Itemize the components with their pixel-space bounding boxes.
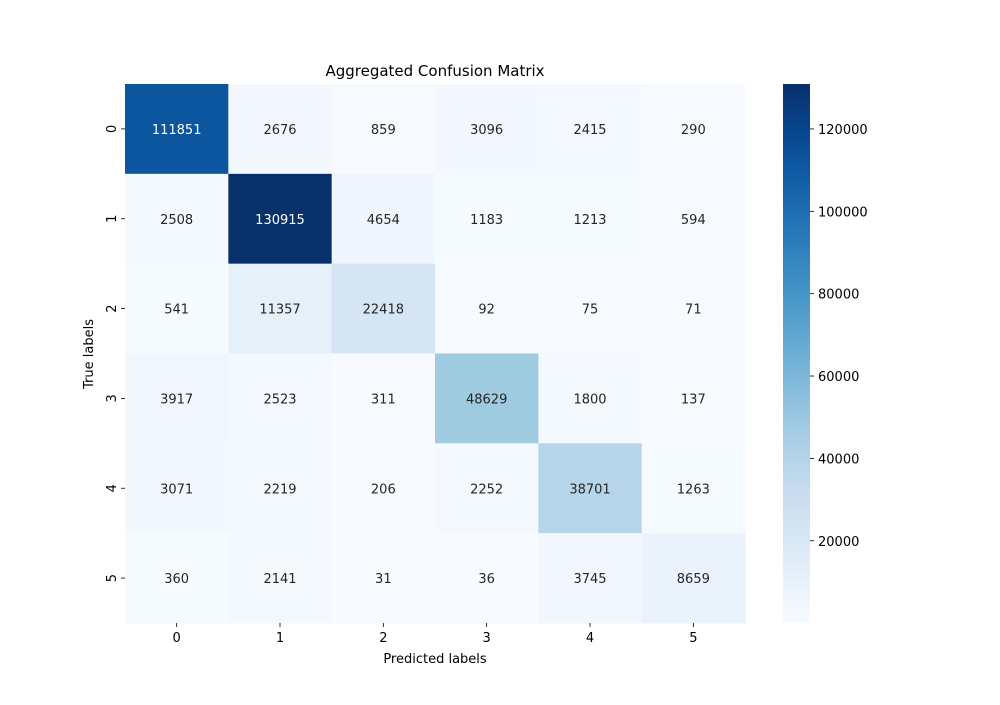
heatmap-cell — [331, 263, 436, 354]
cell-value-label: 8659 — [677, 572, 710, 587]
x-tick-label: 2 — [379, 631, 387, 646]
heatmap-cell — [538, 353, 643, 444]
heatmap-cell — [435, 353, 539, 444]
cell-value-label: 2415 — [573, 123, 606, 138]
cell-value-label: 1800 — [573, 392, 606, 407]
heatmap-cell — [538, 263, 643, 354]
x-tick-label: 0 — [173, 631, 181, 646]
heatmap-cell — [538, 173, 643, 265]
heatmap-cell — [435, 263, 539, 354]
cell-value-label: 2523 — [263, 392, 296, 407]
cell-value-label: 290 — [681, 123, 706, 138]
cell-value-label: 38701 — [569, 482, 610, 497]
cell-value-label: 48629 — [466, 392, 507, 407]
heatmap-cell — [641, 443, 746, 534]
cell-value-label: 3096 — [470, 123, 503, 138]
heatmap-cell — [125, 443, 229, 534]
colorbar-tick-label: 120000 — [818, 123, 868, 138]
heatmap-cell — [228, 263, 333, 354]
heatmap-cell — [228, 84, 333, 175]
cell-value-label: 92 — [478, 303, 495, 318]
heatmap-cell — [331, 533, 436, 624]
chart-title: Aggregated Confusion Matrix — [325, 62, 544, 80]
y-tick-label: 3 — [105, 394, 120, 402]
colorbar-tick-label: 100000 — [818, 205, 868, 220]
cell-value-label: 31 — [375, 572, 392, 587]
heatmap-cell — [538, 533, 643, 624]
heatmap-cell — [641, 533, 746, 624]
x-tick-label: 5 — [689, 631, 697, 646]
y-tick-label: 2 — [105, 304, 120, 312]
x-tick-label: 1 — [276, 631, 284, 646]
heatmap-cell — [538, 443, 643, 534]
colorbar-tick-label: 80000 — [818, 288, 859, 303]
colorbar-tick-label: 60000 — [818, 370, 859, 385]
colorbar-tick-label: 20000 — [818, 535, 859, 550]
y-tick-label: 4 — [105, 484, 120, 492]
heatmap-cells: 111851 2676 859 3096 2415 290 2508 130915 4654 11… — [125, 84, 746, 624]
y-tick-label: 0 — [105, 125, 120, 133]
heatmap-cell — [331, 173, 436, 265]
colorbar — [783, 84, 810, 623]
cell-value-label: 75 — [582, 303, 599, 318]
cell-value-label: 2676 — [263, 123, 296, 138]
cell-value-label: 206 — [371, 482, 396, 497]
cell-value-label: 71 — [685, 303, 702, 318]
heatmap-cell — [331, 353, 436, 444]
cell-value-label: 2252 — [470, 482, 503, 497]
cell-value-label: 36 — [478, 572, 495, 587]
axes-ticks: 0 1 2 3 4 5 0 1 2 3 4 5 — [105, 125, 697, 646]
heatmap-cell — [228, 533, 333, 624]
y-tick-label: 5 — [105, 574, 120, 582]
cell-value-label: 1263 — [677, 482, 710, 497]
cell-value-label: 3917 — [160, 392, 193, 407]
colorbar-tick-label: 40000 — [818, 452, 859, 467]
heatmap-cell — [331, 84, 436, 175]
x-axis-label: Predicted labels — [383, 652, 487, 667]
cell-value-label: 360 — [164, 572, 189, 587]
x-tick-label: 3 — [483, 631, 491, 646]
cell-value-label: 1183 — [470, 213, 503, 228]
cell-value-label: 130915 — [255, 213, 305, 228]
heatmap-cell — [641, 173, 746, 265]
heatmap-cell — [641, 84, 746, 175]
heatmap-cell — [435, 533, 539, 624]
cell-value-label: 594 — [681, 213, 706, 228]
heatmap-cell — [331, 443, 436, 534]
x-tick-label: 4 — [586, 631, 594, 646]
heatmap-cell — [125, 533, 229, 624]
cell-value-label: 11357 — [259, 303, 300, 318]
cell-value-label: 111851 — [152, 123, 202, 138]
y-tick-label: 1 — [105, 215, 120, 223]
heatmap-cell — [125, 84, 229, 175]
cell-value-label: 3071 — [160, 482, 193, 497]
cell-value-label: 1213 — [573, 213, 606, 228]
colorbar-ticks: 20000 40000 60000 80000 100000 120000 — [810, 123, 868, 550]
cell-value-label: 137 — [681, 392, 706, 407]
heatmap-cell — [435, 173, 539, 265]
cell-value-label: 2219 — [263, 482, 296, 497]
cell-value-label: 4654 — [367, 213, 400, 228]
heatmap-cell — [228, 443, 333, 534]
cell-value-label: 22418 — [363, 303, 404, 318]
cell-value-label: 541 — [164, 303, 189, 318]
heatmap-cell — [641, 353, 746, 444]
heatmap-cell — [641, 263, 746, 354]
heatmap-cell — [435, 443, 539, 534]
cell-value-label: 2141 — [263, 572, 296, 587]
heatmap-cell — [435, 84, 539, 175]
heatmap-cell — [125, 353, 229, 444]
cell-value-label: 3745 — [573, 572, 606, 587]
heatmap-cell — [228, 353, 333, 444]
heatmap-cell — [538, 84, 643, 175]
cell-value-label: 859 — [371, 123, 396, 138]
heatmap-cell — [228, 173, 333, 265]
heatmap-cell — [125, 263, 229, 354]
y-axis-label: True labels — [82, 319, 97, 390]
heatmap-cell — [125, 173, 229, 265]
cell-value-label: 311 — [371, 392, 396, 407]
cell-value-label: 2508 — [160, 213, 193, 228]
